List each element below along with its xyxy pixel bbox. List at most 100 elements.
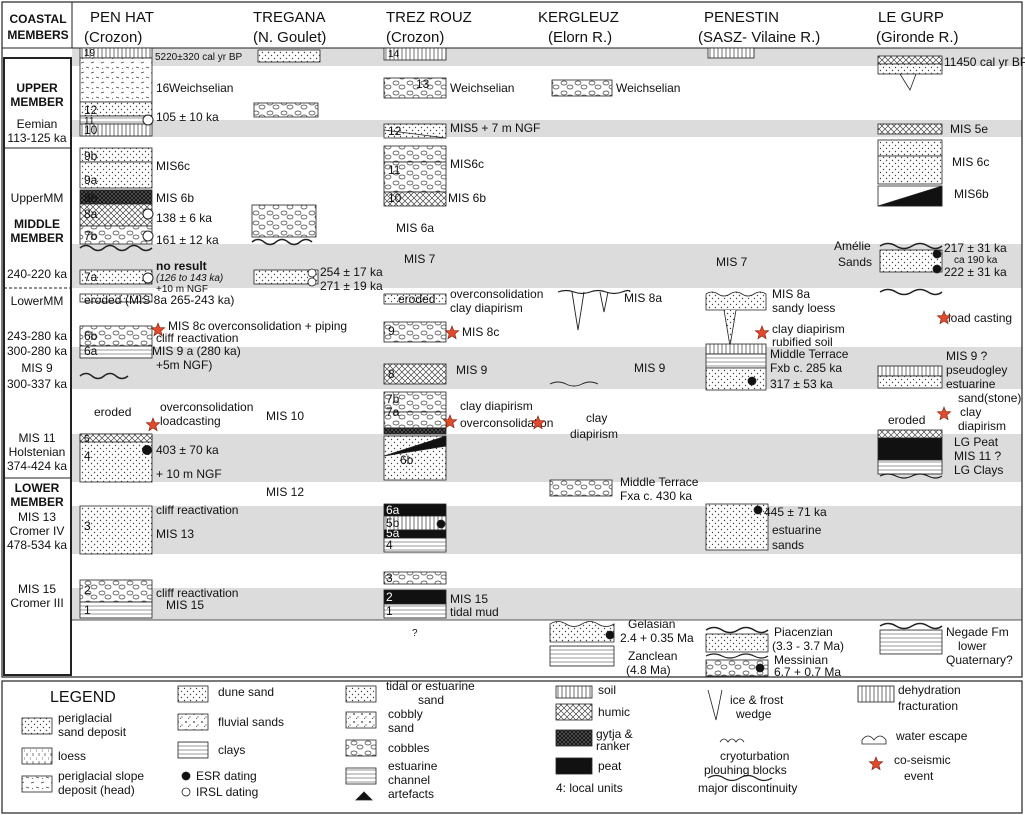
mis8c: MIS 8c [168, 319, 205, 333]
site-le-gurp-sub: (Gironde R.) [876, 29, 959, 46]
lg-clays: LG Clays [954, 463, 1003, 477]
unit-2: 2 [84, 583, 91, 597]
unit-8: 8 [388, 367, 395, 381]
date-161: 161 ± 12 ka [156, 233, 219, 247]
legend-labels: LEGEND periglacial sand deposit loess pe… [50, 679, 968, 801]
legend-gytja: gytja & [596, 727, 633, 741]
sands: Sands [838, 255, 872, 269]
legend-gytja-2: ranker [596, 739, 630, 753]
unit-11: 11 [388, 163, 401, 177]
mis8a-range: (MIS 8a 265-243 ka) [125, 293, 234, 307]
date-445: 445 ± 71 ka [764, 505, 827, 519]
mis11q: MIS 11 ? [954, 449, 1001, 463]
unit-10: 10 [84, 123, 98, 137]
rubified-soil: rubified soil [772, 335, 833, 349]
legend-discontinuity: major discontinuity [698, 781, 797, 795]
legend-local-units: 4: local units [556, 781, 623, 795]
mis7: MIS 7 [716, 255, 748, 269]
legend-cryo-2: plouhing blocks [704, 763, 787, 777]
legend-cryo: cryoturbation [720, 749, 789, 763]
unit-19: 19 [84, 48, 96, 59]
legend-coseismic: co-seismic [894, 753, 951, 767]
mis8c: MIS 8c [462, 325, 499, 339]
legend-channel: estuarine [388, 759, 438, 773]
legend-channel-3: artefacts [388, 787, 434, 801]
unit-1: 1 [84, 603, 91, 617]
unit-12: 12 [84, 103, 98, 117]
esr-marker [142, 445, 152, 455]
cliff-reactivation: cliff reactivation [156, 331, 238, 345]
mis-bands [72, 48, 1022, 620]
mis6b: MIS 6b [156, 191, 194, 205]
zanclean-age: (4.8 Ma) [626, 663, 671, 677]
fxb: Fxb c. 285 ka [770, 361, 842, 375]
co-seismic-star-icon [936, 406, 952, 421]
penestin-column [705, 47, 769, 677]
unit-16: 16 [156, 81, 170, 95]
unit-6b: 6b [400, 453, 414, 467]
legend-slope: periglacial slope [58, 769, 144, 783]
legend-tidal-2: sand [418, 693, 444, 707]
co-seismic-star-icon [754, 325, 770, 340]
negade-fm: Negade Fm [946, 625, 1009, 639]
site-kergleuz-sub: (Elorn R.) [548, 29, 612, 46]
clay: clay [960, 405, 981, 419]
upper-member-2: MEMBER [10, 95, 64, 109]
lg-peat: LG Peat [954, 435, 999, 449]
loadcasting: loadcasting [160, 414, 221, 428]
unit-7a: 7a [84, 270, 98, 284]
mis12: MIS 12 [266, 485, 304, 499]
site-trez-rouz: TREZ ROUZ [386, 9, 472, 26]
ca-190: ca 190 ka [954, 255, 998, 266]
band-mis13 [72, 506, 1022, 554]
messinian: Messinian [774, 653, 828, 667]
ngf-10b: + 10 m NGF [156, 467, 222, 481]
date-271: 271 ± 19 ka [320, 279, 383, 293]
site-kergleuz: KERGLEUZ [538, 9, 619, 26]
sandy-loess: sandy loess [772, 301, 835, 315]
pen-hat-markers [142, 114, 154, 455]
legend-cobbly-2: sand [388, 721, 414, 735]
sands: sands [772, 538, 804, 552]
mis13-age: 478-534 ka [7, 538, 67, 552]
band-mis7 [72, 244, 1022, 288]
ngf-10a: +10 m NGF [156, 284, 208, 295]
mis9-left: MIS 9 [21, 361, 53, 375]
legend-esr-dot [181, 771, 191, 781]
header: COASTAL MEMBERS PEN HAT (Crozon) TREGANA… [7, 9, 958, 46]
unit-8a: 8a [84, 207, 98, 221]
middle-member-2: MEMBER [10, 231, 64, 245]
mis11-age: 374-424 ka [7, 459, 67, 473]
legend-tidal: tidal or estuarine [386, 679, 475, 693]
upper-member-1: UPPER [16, 81, 58, 95]
pseudogley: pseudogley [946, 363, 1007, 377]
band-eemian [72, 120, 1022, 137]
age-240: 240-220 ka [7, 267, 67, 281]
no-result-range: (126 to 143 ka) [156, 273, 223, 284]
middle-member-1: MIDDLE [14, 217, 60, 231]
ngf-5: +5m NGF) [156, 358, 212, 372]
diapirism: diapirism [570, 427, 618, 441]
legend [21, 685, 895, 801]
esr-marker [932, 249, 942, 259]
cliff-reactivation-3: cliff reactivation [156, 586, 238, 600]
co-seismic-star-icon [444, 325, 460, 340]
esr-marker [932, 264, 942, 274]
cliff-reactivation-2: cliff reactivation [156, 503, 238, 517]
unit-4: 4 [386, 538, 393, 552]
site-le-gurp: LE GURP [878, 9, 944, 26]
eemian-age: 113-125 ka [7, 131, 66, 145]
unit-7b: 7b [386, 392, 400, 406]
legend-dune: dune sand [218, 685, 274, 699]
zanclean: Zanclean [628, 649, 677, 663]
mis9: MIS 9 [634, 361, 666, 375]
tregana-column [251, 49, 321, 287]
legend-cobbly: cobbly [388, 707, 423, 721]
date-5220: 5220±320 cal yr BP [155, 52, 243, 63]
unit-7a: 7a [386, 405, 400, 419]
question-mark: ? [412, 628, 418, 639]
co-seismic-star-icon [530, 415, 546, 430]
mis6b: MIS 6b [448, 191, 486, 205]
co-seismic-star-icon [145, 417, 161, 432]
